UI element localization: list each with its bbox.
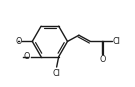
- Text: O: O: [15, 37, 21, 46]
- Text: Cl: Cl: [53, 69, 61, 78]
- Text: O: O: [99, 55, 106, 64]
- Text: O: O: [22, 56, 23, 57]
- Text: O: O: [24, 52, 30, 61]
- Text: Cl: Cl: [113, 37, 120, 46]
